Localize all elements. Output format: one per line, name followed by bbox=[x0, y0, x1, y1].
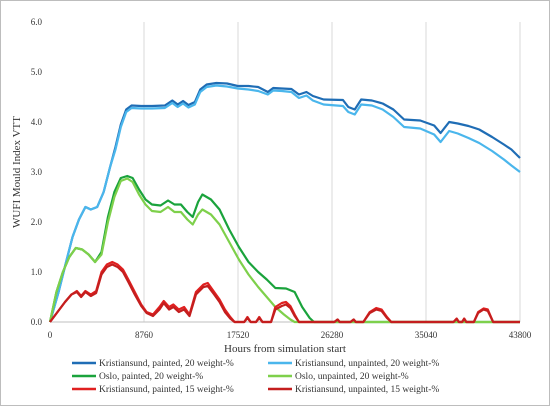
y-axis-title: WUFI Mould Index VTT bbox=[11, 116, 23, 228]
x-tick-label: 35040 bbox=[415, 330, 438, 340]
series-line-2 bbox=[48, 84, 521, 323]
y-tick-label: 3.0 bbox=[31, 167, 43, 177]
x-tick-label: 17520 bbox=[227, 330, 250, 340]
y-tick-label: 2.0 bbox=[31, 217, 43, 227]
legend-label: Kristiansund, unpainted, 15 weight-% bbox=[295, 385, 439, 395]
series-line-6 bbox=[49, 263, 520, 324]
series-line-1 bbox=[48, 81, 521, 323]
y-tick-label: 4.0 bbox=[31, 117, 43, 127]
legend: Kristiansund, painted, 20 weight-% Kristi… bbox=[72, 359, 439, 395]
x-tick-label: 43800 bbox=[509, 330, 532, 340]
y-tick-label: 0.0 bbox=[31, 317, 43, 327]
grid-layer bbox=[143, 22, 521, 322]
legend-label: Kristiansund, painted, 20 weight-% bbox=[99, 359, 234, 369]
series-line-3 bbox=[48, 174, 520, 324]
x-axis-title: Hours from simulation start bbox=[224, 343, 346, 355]
x-tick-label: 0 bbox=[48, 330, 53, 340]
legend-label: Oslo, unpainted, 20 weight-% bbox=[295, 372, 409, 382]
series-layer bbox=[48, 81, 521, 324]
tick-layer: 0 8760 17520 26280 35040 43800 0.0 1.0 2.0 3.0 4.0… bbox=[31, 17, 532, 340]
y-tick-label: 1.0 bbox=[31, 267, 43, 277]
legend-label: Kristiansund, unpainted, 20 weight-% bbox=[295, 359, 439, 369]
y-tick-label: 6.0 bbox=[31, 17, 43, 27]
y-tick-label: 5.0 bbox=[31, 67, 43, 77]
legend-label: Oslo, painted, 20 weight-% bbox=[99, 372, 203, 382]
legend-label: Kristiansund, painted, 15 weight-% bbox=[99, 385, 234, 395]
series-line-4 bbox=[48, 177, 520, 324]
x-tick-label: 8760 bbox=[135, 330, 154, 340]
x-tick-label: 26280 bbox=[321, 330, 344, 340]
